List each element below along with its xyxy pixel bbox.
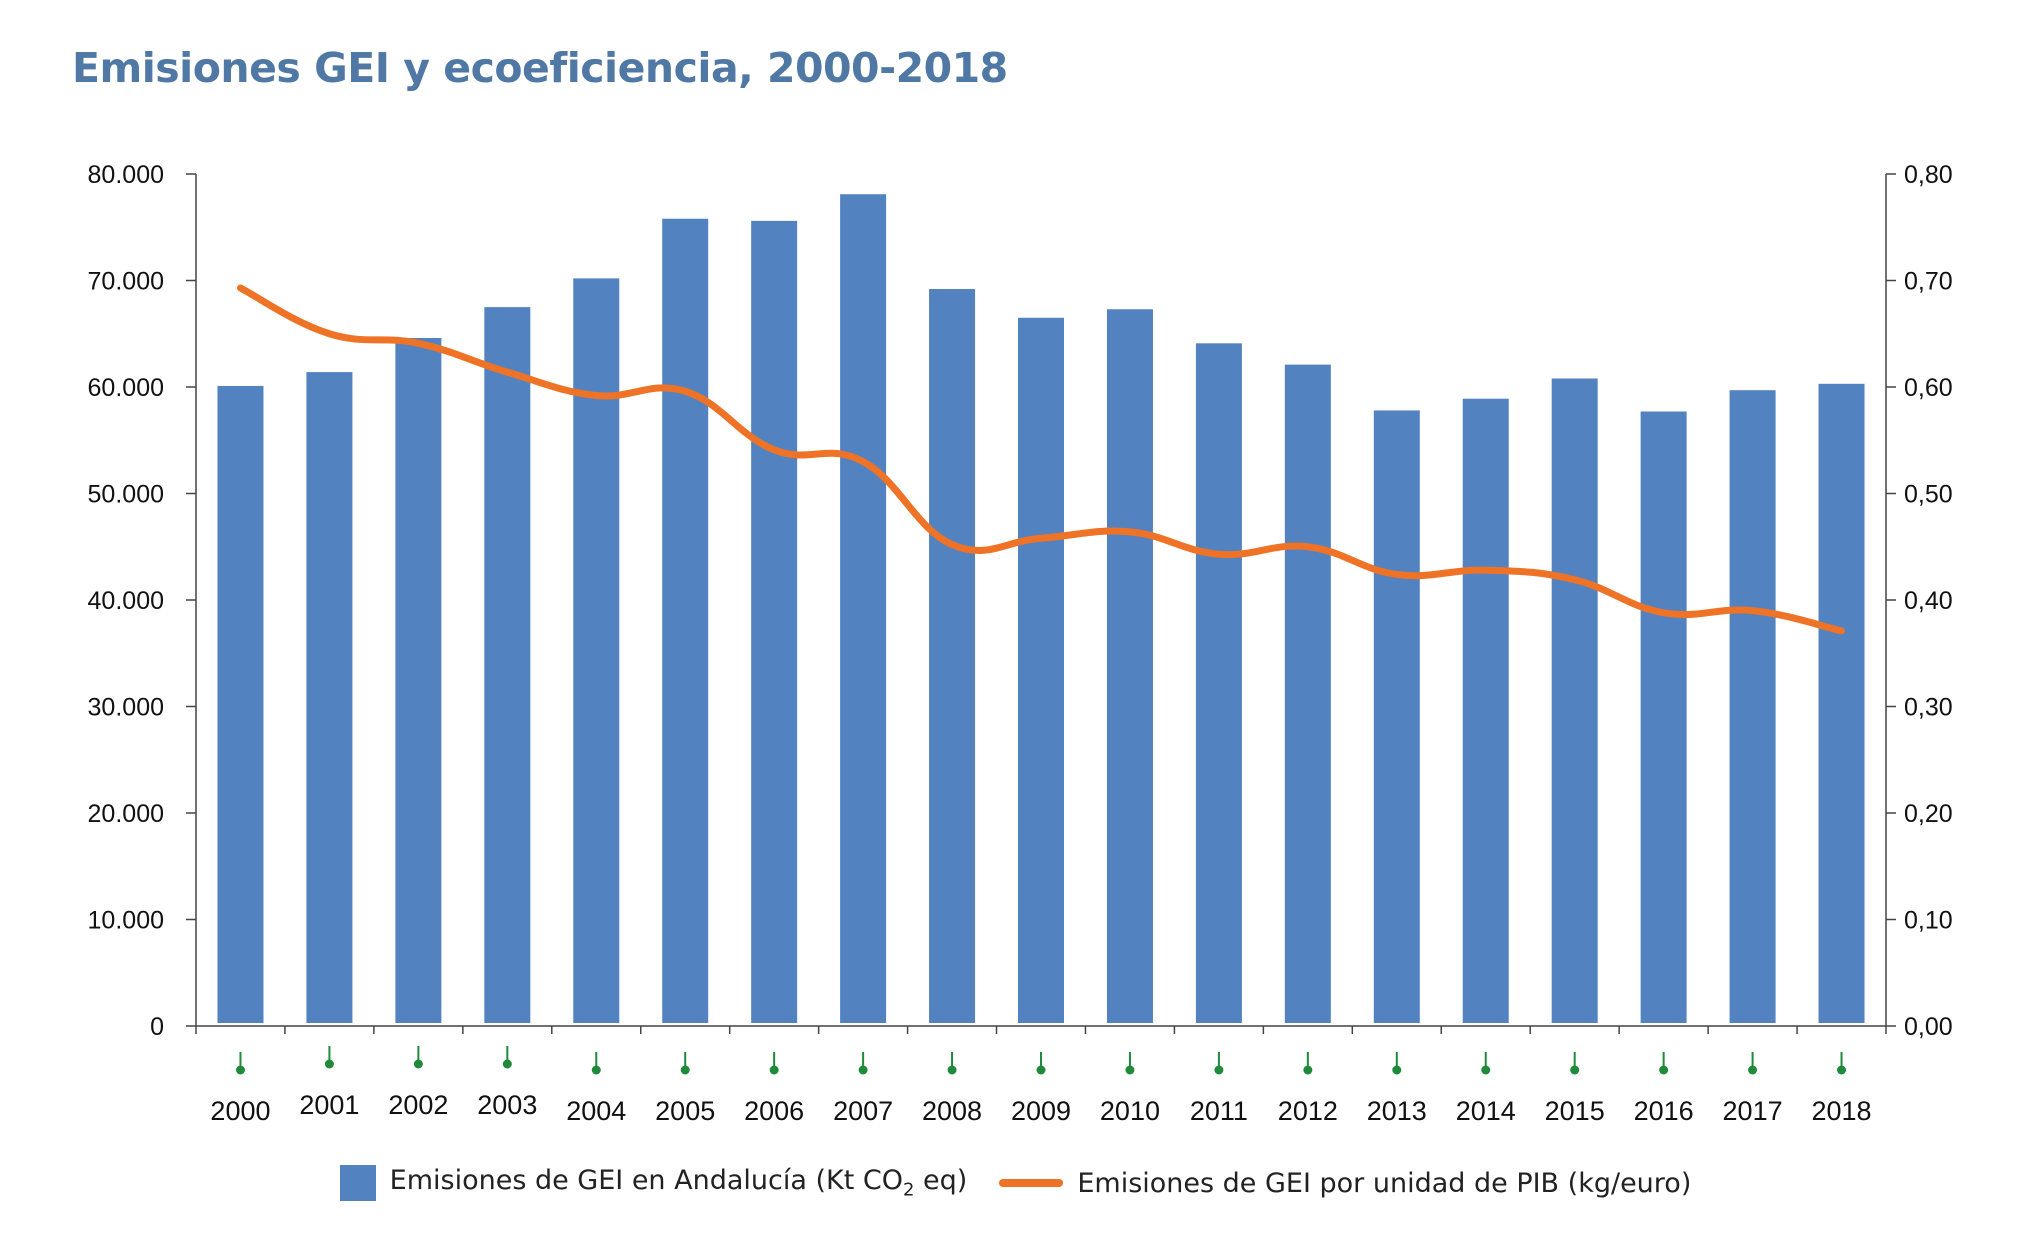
axes [186, 173, 1896, 1075]
bar-2002 [395, 338, 442, 1023]
axis-labels: 0 10.000 20.000 30.000 40.000 50.000 60.000 70.… [88, 161, 1953, 1126]
y-right-tick-label: 0,40 [1904, 587, 1953, 615]
x-tick-label: 2000 [210, 1096, 270, 1126]
bar-2016 [1640, 411, 1687, 1023]
x-marker-dot [680, 1065, 690, 1075]
x-tick-label: 2015 [1545, 1096, 1605, 1126]
x-marker-dot [1837, 1065, 1847, 1075]
x-tick-label: 2004 [566, 1096, 626, 1126]
bar-2009 [1018, 317, 1064, 1023]
legend-item-bars: Emisiones de GEI en Andalucía (Kt CO2 eq… [339, 1165, 968, 1201]
x-tick-label: 2014 [1456, 1096, 1516, 1126]
bar-2008 [929, 289, 976, 1023]
x-marker-dot [1659, 1065, 1669, 1075]
bar-2003 [484, 307, 531, 1023]
y-right-tick-label: 0,10 [1904, 907, 1953, 935]
bar-2013 [1373, 410, 1420, 1023]
y-left-tick-label: 50.000 [88, 481, 164, 509]
x-marker-dot [1036, 1065, 1046, 1075]
x-tick-label: 2010 [1100, 1096, 1160, 1126]
x-marker-dot [502, 1059, 512, 1069]
x-marker-dot [858, 1065, 868, 1075]
y-right-tick-label: 0,50 [1904, 481, 1953, 509]
x-tick-label: 2006 [744, 1096, 804, 1126]
x-marker-dot [1214, 1065, 1224, 1075]
x-marker-dot [1125, 1065, 1135, 1075]
x-tick-label: 2003 [477, 1090, 537, 1120]
bar-2000 [217, 385, 264, 1023]
y-left-tick-label: 20.000 [88, 800, 164, 828]
y-left-tick-label: 30.000 [88, 694, 164, 722]
bar-2010 [1106, 309, 1153, 1023]
x-marker-dot [769, 1065, 779, 1075]
x-tick-label: 2009 [1011, 1096, 1071, 1126]
x-marker-dot [1748, 1065, 1758, 1075]
y-left-tick-label: 80.000 [88, 161, 164, 189]
bar-2017 [1729, 390, 1776, 1023]
y-left-tick-label: 60.000 [88, 374, 164, 402]
y-right-tick-label: 0,20 [1904, 800, 1953, 828]
bar-2018 [1818, 383, 1865, 1023]
bar-2001 [306, 372, 353, 1024]
x-tick-label: 2002 [388, 1090, 448, 1120]
y-right-tick-label: 0,30 [1904, 694, 1953, 722]
x-tick-label: 2001 [299, 1090, 359, 1120]
x-marker-dot [1481, 1065, 1491, 1075]
y-left-tick-label: 0 [150, 1013, 164, 1041]
x-marker-dot [947, 1065, 957, 1075]
x-tick-label: 2018 [1811, 1096, 1871, 1126]
x-marker-dot [235, 1065, 245, 1075]
y-left-tick-label: 70.000 [88, 268, 164, 296]
bar-2007 [840, 194, 887, 1024]
line-series [236, 284, 1846, 635]
y-right-tick-label: 0,70 [1904, 268, 1953, 296]
legend-swatch-bars [339, 1165, 376, 1201]
x-marker-dot [1392, 1065, 1402, 1075]
bar-2004 [573, 278, 620, 1023]
combo-chart: 0 10.000 20.000 30.000 40.000 50.000 60.000 70.… [88, 161, 1953, 1126]
bar-2015 [1551, 378, 1598, 1024]
x-tick-label: 2017 [1723, 1096, 1783, 1126]
y-right-tick-label: 0,80 [1904, 161, 1953, 189]
x-tick-label: 2013 [1367, 1096, 1427, 1126]
x-tick-label: 2008 [922, 1096, 982, 1126]
legend-label-line: Emisiones de GEI por unidad de PIB (kg/e… [1077, 1167, 1692, 1199]
bar-series [217, 194, 1865, 1024]
x-marker-dot [591, 1065, 601, 1075]
y-left-tick-label: 10.000 [88, 907, 164, 935]
y-right-tick-label: 0,60 [1904, 374, 1953, 402]
legend-swatch-line [999, 1179, 1064, 1187]
x-marker-dot [1570, 1065, 1580, 1075]
x-marker-dot [324, 1059, 334, 1069]
x-marker-dot [1303, 1065, 1313, 1075]
bar-2014 [1462, 398, 1509, 1024]
bar-2011 [1195, 343, 1242, 1024]
y-right-tick-label: 0,00 [1904, 1013, 1953, 1041]
x-marker-dot [413, 1059, 423, 1069]
bar-2005 [662, 218, 709, 1024]
x-tick-label: 2012 [1278, 1096, 1338, 1126]
x-tick-label: 2011 [1190, 1096, 1248, 1126]
legend-item-line: Emisiones de GEI por unidad de PIB (kg/e… [999, 1168, 1691, 1199]
chart-title: Emisiones GEI y ecoeficiencia, 2000-2018 [72, 44, 1008, 92]
bar-2006 [751, 220, 798, 1024]
x-tick-label: 2007 [833, 1096, 893, 1126]
x-tick-label: 2005 [655, 1096, 715, 1126]
y-left-tick-label: 40.000 [88, 587, 164, 615]
legend-label-bars: Emisiones de GEI en Andalucía (Kt CO2 eq… [389, 1165, 968, 1201]
bar-2012 [1284, 364, 1331, 1023]
x-tick-label: 2016 [1634, 1096, 1694, 1126]
legend: Emisiones de GEI en Andalucía (Kt CO2 eq… [0, 1165, 2031, 1201]
ecoefficiency-line [236, 284, 1846, 635]
